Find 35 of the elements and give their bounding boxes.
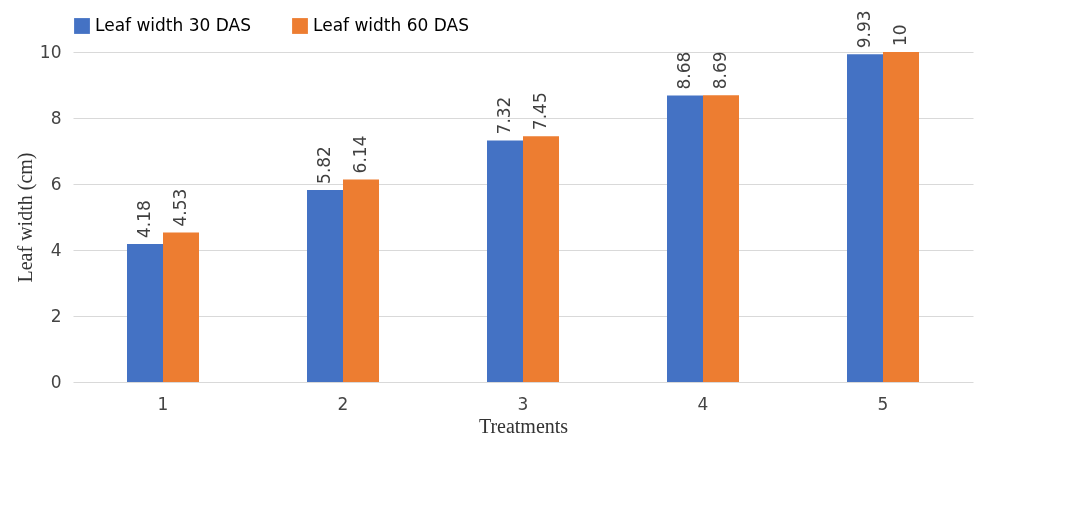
bar: [307, 189, 343, 382]
y-tick-label: 10: [39, 41, 62, 62]
legend-label: Leaf width 30 DAS: [95, 15, 251, 35]
legend-label: Leaf width 60 DAS: [313, 15, 469, 35]
data-label: 9.93: [854, 10, 874, 49]
x-tick-label: 4: [697, 393, 709, 414]
bar: [127, 244, 163, 382]
data-label: 7.32: [494, 96, 514, 135]
data-label: 5.82: [314, 146, 334, 184]
data-label: 10: [890, 24, 910, 46]
bar: [343, 179, 379, 382]
bar: [163, 232, 199, 382]
x-tick-label: 2: [337, 393, 349, 414]
x-tick-label: 5: [877, 393, 889, 414]
bar: [883, 52, 919, 382]
bar: [703, 95, 739, 382]
data-label: 7.45: [530, 92, 550, 131]
data-label: 4.18: [134, 200, 154, 239]
y-tick-label: 4: [50, 239, 62, 260]
x-tick-label: 1: [157, 393, 169, 414]
y-tick-label: 8: [50, 107, 62, 128]
bar: [667, 95, 703, 382]
data-label: 4.53: [170, 188, 190, 227]
bar: [847, 54, 883, 382]
y-tick-label: 2: [50, 305, 62, 326]
y-tick-label: 0: [50, 371, 62, 392]
y-tick-label: 6: [50, 173, 62, 194]
data-label: 8.69: [710, 51, 730, 90]
bar: [487, 140, 523, 382]
y-axis-title: Leaf width (cm): [13, 152, 37, 283]
x-tick-label: 3: [517, 393, 529, 414]
bar: [523, 136, 559, 382]
data-label: 8.68: [674, 51, 694, 90]
data-label: 6.14: [350, 135, 370, 174]
x-axis-title: Treatments: [478, 414, 569, 437]
